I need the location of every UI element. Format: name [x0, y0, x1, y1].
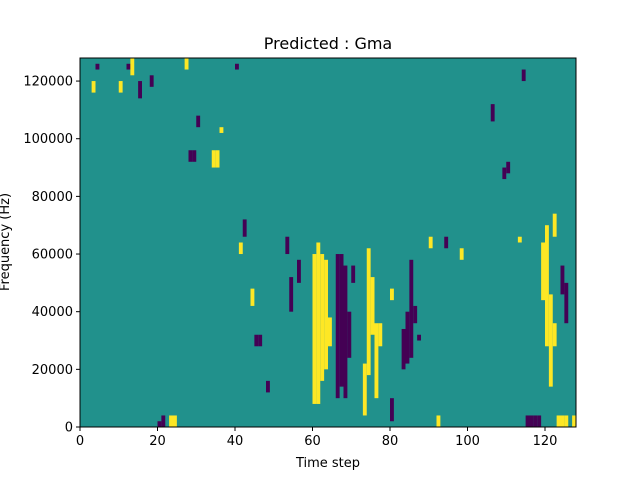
heatmap-cell-low: [343, 265, 348, 399]
y-tick-label: 80000: [32, 190, 73, 205]
heatmap-cell-low: [521, 69, 526, 82]
heatmap-cell-low: [242, 219, 247, 237]
x-axis: 0 20 40 60 80 100 120: [76, 427, 558, 449]
heatmap-cell-low: [564, 282, 569, 324]
heatmap-cell-low: [266, 380, 270, 393]
heatmap-cell-high: [211, 150, 216, 168]
heatmap-cell-high: [324, 259, 328, 370]
heatmap-cell-low: [335, 254, 340, 399]
heatmap-cell-low: [502, 167, 507, 180]
heatmap-cell-low: [417, 334, 421, 341]
heatmap-cell-low: [192, 150, 197, 162]
x-tick-label: 40: [227, 434, 244, 449]
x-tick-label: 100: [455, 434, 480, 449]
heatmap-cell-high: [560, 415, 565, 427]
heatmap-cell-high: [312, 254, 317, 404]
heatmap-cell-high: [541, 242, 545, 301]
heatmap-cell-high: [316, 242, 321, 404]
x-tick-label: 20: [149, 434, 166, 449]
heatmap-cell-low: [188, 150, 193, 162]
heatmap-cell-low: [413, 305, 418, 324]
y-tick-label: 40000: [32, 305, 73, 320]
heatmap-background: [80, 58, 576, 427]
x-tick-label: 120: [533, 434, 558, 449]
heatmap-cell-low: [533, 415, 538, 427]
y-tick-label: 20000: [32, 363, 73, 378]
heatmap-cell-low: [444, 236, 449, 249]
heatmap-cell-high: [552, 213, 557, 237]
heatmap-cell-high: [548, 294, 553, 387]
heatmap-cell-low: [560, 265, 565, 295]
heatmap-cell-low: [285, 236, 290, 255]
heatmap-cell-low: [347, 311, 352, 358]
x-tick-label: 60: [304, 434, 321, 449]
heatmap-cell-high: [118, 81, 123, 93]
plot-frame: [79, 57, 577, 428]
heatmap-cell-low: [351, 265, 356, 283]
heatmap-cell-low: [95, 63, 100, 70]
heatmap-cell-high: [173, 415, 177, 427]
heatmap-cell-high: [436, 415, 441, 427]
heatmap-cell-high: [374, 323, 379, 399]
chart-title: Predicted : Gma: [264, 34, 392, 53]
heatmap-cell-low: [126, 63, 131, 70]
heatmap-cell-low: [529, 415, 534, 427]
heatmap-cell-low: [339, 254, 344, 387]
heatmap-cell-high: [320, 254, 325, 381]
heatmap-cell-low: [401, 328, 406, 370]
x-axis-title: Time step: [295, 456, 360, 471]
heatmap-cell-low: [235, 63, 239, 70]
heatmap-cell-high: [545, 225, 549, 347]
y-axis: 0 20000 40000 60000 80000 100000 120000: [23, 75, 80, 436]
heatmap-cell-high: [238, 242, 243, 255]
heatmap-cell-high: [428, 236, 433, 249]
heatmap-cell-high: [517, 236, 522, 243]
heatmap-cell-high: [370, 277, 375, 335]
heatmap-cell-high: [91, 81, 96, 93]
y-tick-label: 60000: [32, 248, 73, 263]
heatmap-cell-low: [149, 75, 154, 87]
heatmap-cell-low: [537, 415, 542, 427]
heatmap-cell-high: [362, 363, 367, 416]
heatmap-cell-high: [328, 317, 332, 347]
heatmap-cell-high: [564, 415, 569, 427]
x-tick-label: 80: [382, 434, 399, 449]
heatmap-cell-low: [258, 334, 263, 347]
heatmap-cell-high: [184, 58, 189, 70]
x-tick-label: 0: [76, 434, 84, 449]
heatmap-cell-low: [405, 311, 410, 364]
heatmap-cell-high: [130, 58, 135, 76]
y-tick-label: 120000: [23, 75, 73, 90]
plot-area: [79, 57, 577, 428]
heatmap-cell-high: [219, 127, 224, 133]
heatmap-cell-high: [250, 288, 255, 306]
heatmap-cell-low: [390, 398, 394, 422]
heatmap-cell-high: [572, 415, 576, 427]
heatmap-cell-high: [552, 323, 557, 347]
heatmap-cell-low: [525, 415, 530, 427]
heatmap-cell-high: [459, 248, 464, 260]
heatmap-cell-high: [215, 150, 220, 168]
heatmap-cell-low: [161, 415, 166, 427]
heatmap-cell-low: [297, 259, 301, 283]
heatmap-cell-high: [366, 248, 371, 376]
heatmap-cell-low: [196, 115, 201, 128]
heatmap-cell-low: [409, 259, 414, 358]
heatmap-cell-high: [390, 288, 394, 301]
y-tick-label: 0: [65, 421, 73, 436]
heatmap-cell-high: [378, 323, 383, 347]
heatmap-cell-low: [506, 161, 511, 174]
heatmap-cell-low: [254, 334, 259, 347]
y-axis-title: Frequency (Hz): [0, 193, 13, 291]
heatmap-cell-high: [169, 415, 173, 427]
y-tick-label: 100000: [23, 132, 73, 147]
heatmap-cell-low: [490, 104, 495, 122]
heatmap-cell-low: [138, 81, 142, 99]
heatmap-cells: [91, 58, 576, 427]
heatmap-cell-high: [556, 415, 561, 427]
heatmap-cell-low: [157, 421, 162, 427]
heatmap-cell-low: [289, 277, 294, 312]
